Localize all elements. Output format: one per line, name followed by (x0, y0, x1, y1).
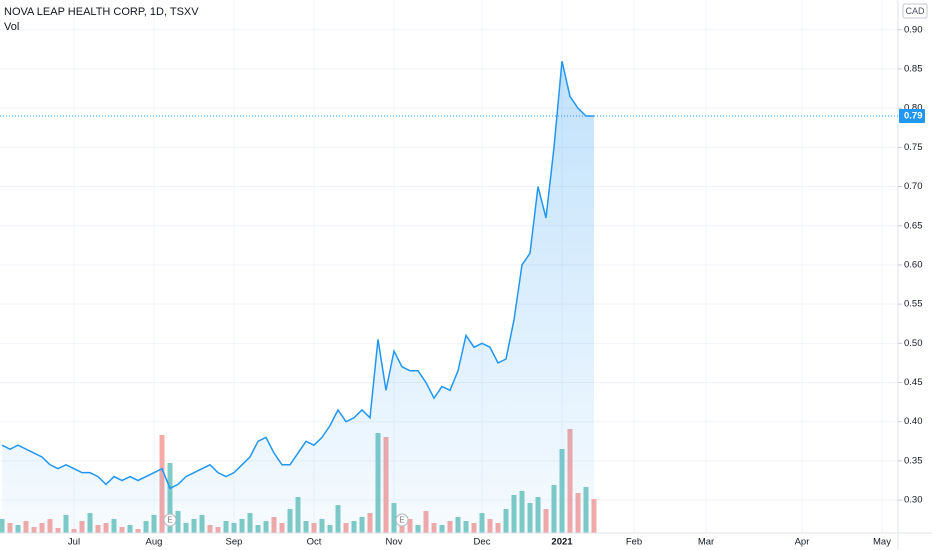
x-tick-label: Feb (626, 537, 642, 548)
x-tick-label: Apr (795, 537, 810, 548)
x-tick-label: Sep (226, 537, 243, 548)
y-tick-label: 0.55 (904, 299, 923, 310)
y-tick-label: 0.50 (904, 338, 923, 349)
x-tick-label: Dec (474, 537, 491, 548)
y-tick-label: 0.90 (904, 24, 923, 35)
x-tick-label: Mar (698, 537, 714, 548)
grid (0, 0, 898, 533)
volume-label: Vol (4, 21, 19, 33)
y-tick-label: 0.85 (904, 63, 923, 74)
x-tick-label: May (873, 537, 891, 548)
x-tick-label: Nov (386, 537, 403, 548)
earnings-marker (395, 513, 409, 527)
y-tick-label: 0.45 (904, 377, 923, 388)
y-tick-label: 0.30 (904, 495, 923, 506)
price-area (2, 61, 594, 533)
currency-box[interactable] (902, 3, 928, 19)
earnings-label: E (399, 516, 404, 525)
x-tick-label: 2021 (551, 537, 573, 548)
y-tick-label: 0.40 (904, 416, 923, 427)
current-price-label: 0.79 (904, 111, 923, 122)
y-tick-label: 0.80 (904, 103, 923, 114)
x-tick-label: Oct (307, 537, 322, 548)
currency[interactable]: CAD (905, 6, 925, 16)
x-tick-label: Jul (68, 537, 80, 548)
y-tick-label: 0.75 (904, 142, 923, 153)
y-tick-label: 0.60 (904, 259, 923, 270)
earnings-marker (163, 513, 177, 527)
y-tick-label: 0.70 (904, 181, 923, 192)
chart-title: NOVA LEAP HEALTH CORP, 1D, TSXV (4, 6, 199, 18)
current-price-box (899, 109, 925, 124)
price (1, 60, 594, 533)
x-tick-label: Aug (146, 537, 163, 548)
y-tick-label: 0.35 (904, 455, 923, 466)
y-tick-label: 0.65 (904, 220, 923, 231)
earnings-label: E (167, 516, 172, 525)
price-line (1, 60, 594, 490)
